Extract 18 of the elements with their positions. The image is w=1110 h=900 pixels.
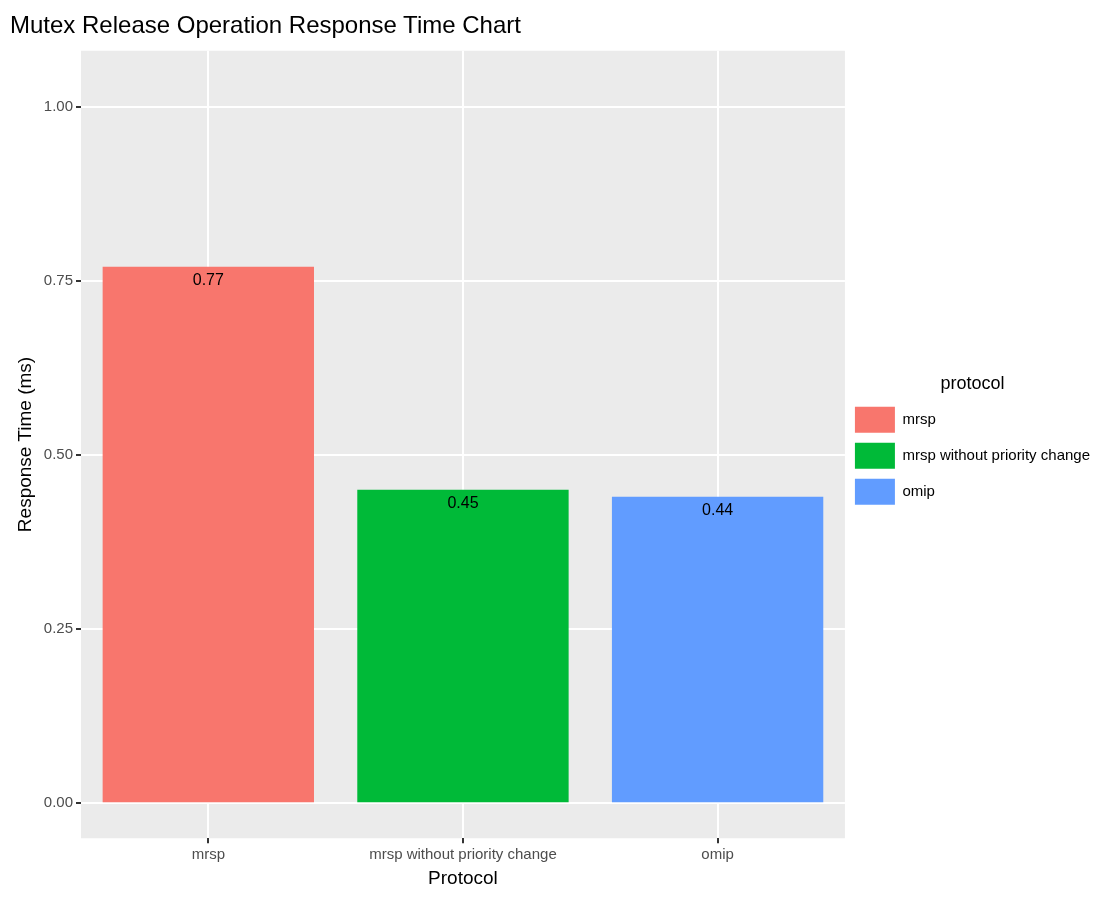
x-axis-title: Protocol xyxy=(428,866,498,888)
y-tick-label: 0.75 xyxy=(43,270,73,288)
legend-label: mrsp xyxy=(902,409,936,427)
x-tick-label: mrsp xyxy=(191,845,225,863)
legend-label: mrsp without priority change xyxy=(902,445,1091,463)
x-tick-label: omip xyxy=(701,845,734,863)
data-label: 0.44 xyxy=(702,501,734,519)
y-tick-label: 0.50 xyxy=(43,445,73,463)
data-label: 0.45 xyxy=(447,494,479,512)
data-label: 0.77 xyxy=(192,271,224,289)
y-tick-label: 0.25 xyxy=(43,619,73,637)
y-tick-label: 0.00 xyxy=(43,793,73,811)
y-tick-label: 1.00 xyxy=(43,96,73,114)
x-tick-label: mrsp without priority change xyxy=(369,845,557,863)
chart-title: Mutex Release Operation Response Time Chart xyxy=(10,11,522,39)
legend-label: omip xyxy=(902,481,935,499)
y-axis-title: Response Time (ms) xyxy=(13,356,35,533)
legend-title: protocol xyxy=(940,373,1005,394)
